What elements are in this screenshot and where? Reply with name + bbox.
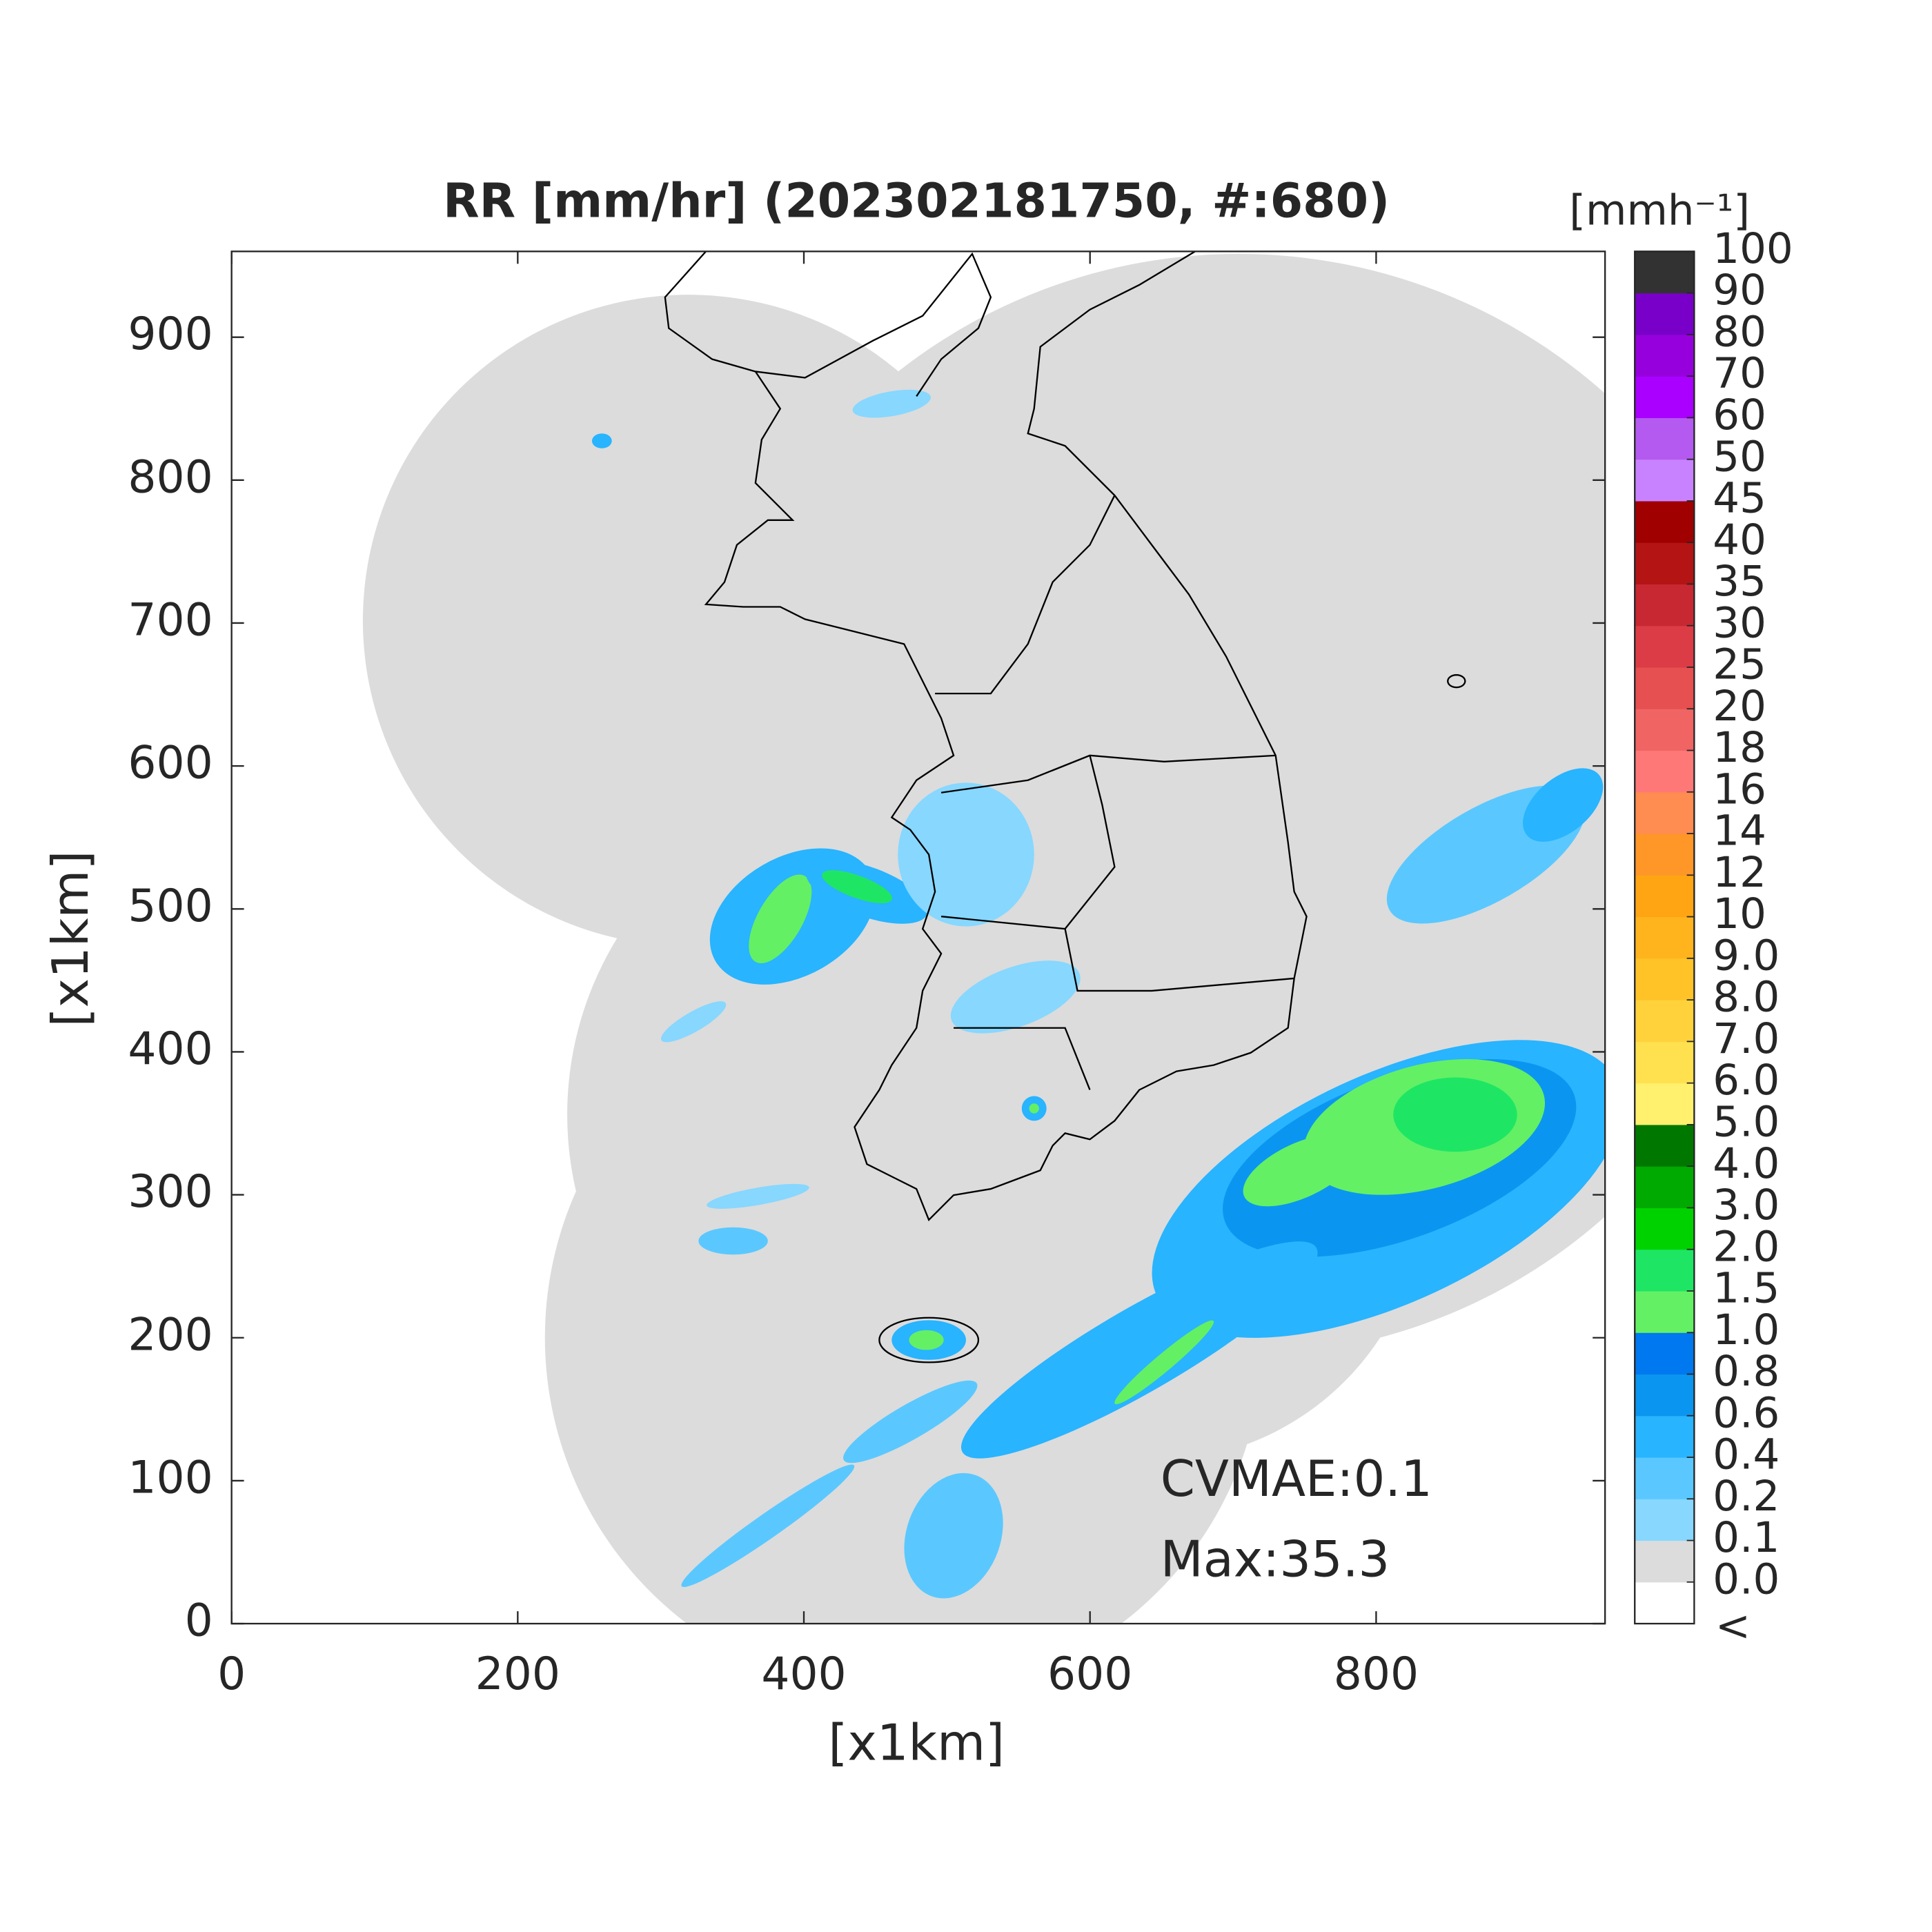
precipitation (591, 389, 1606, 1599)
colorbar-segment (1635, 625, 1695, 668)
colorbar-tick-label: 18 (1713, 723, 1766, 772)
colorbar-tick-label: 1.5 (1713, 1264, 1780, 1313)
y-axis-label: [x1km] (41, 851, 99, 1027)
x-tick-label: 600 (1047, 1648, 1132, 1700)
colorbar-tick-label: 40 (1713, 515, 1766, 564)
colorbar-tick-label: 90 (1713, 266, 1766, 315)
x-tick-label: 400 (761, 1648, 846, 1700)
colorbar-segment (1635, 334, 1695, 377)
colorbar-segment (1635, 542, 1695, 585)
y-tick-label: 500 (128, 880, 213, 932)
colorbar-segment (1635, 875, 1695, 918)
colorbar-segment (1635, 834, 1695, 876)
colorbar-tick-label: 14 (1713, 807, 1766, 856)
colorbar-segment (1635, 1208, 1695, 1250)
colorbar-tick-label: 0.0 (1713, 1555, 1780, 1604)
colorbar-segment (1635, 1041, 1695, 1084)
y-tick-label: 400 (128, 1023, 213, 1075)
colorbar-tick-label: 25 (1713, 640, 1766, 689)
colorbar-tick-label: 12 (1713, 848, 1766, 897)
colorbar-tick-label: 100 (1713, 224, 1793, 273)
y-tick-label: 800 (128, 451, 213, 503)
colorbar-tick-label: 80 (1713, 307, 1766, 356)
colorbar-tick-label: 1.0 (1713, 1305, 1780, 1354)
colorbar-tick-label: 20 (1713, 682, 1766, 731)
colorbar-segment (1635, 791, 1695, 834)
colorbar-segment (1635, 1415, 1695, 1458)
colorbar-tick-label: 10 (1713, 889, 1766, 938)
annotation: CVMAE:0.1 (1161, 1450, 1432, 1508)
colorbar-segment (1635, 750, 1695, 793)
colorbar-segment (1635, 916, 1695, 959)
y-tick-label: 900 (128, 308, 213, 360)
colorbar-tick-label: 0.4 (1713, 1430, 1780, 1479)
colorbar-tick-label: 0.1 (1713, 1513, 1780, 1562)
annotation: Max:35.3 (1161, 1530, 1390, 1588)
colorbar-tick-label: 9.0 (1713, 931, 1780, 980)
colorbar-tick-label: 35 (1713, 557, 1766, 606)
colorbar-segment (1635, 1332, 1695, 1375)
colorbar-segment (1635, 251, 1695, 294)
y-tick-label: 0 (185, 1595, 213, 1647)
colorbar-segment (1635, 417, 1695, 460)
colorbar-segment (1635, 1540, 1695, 1583)
colorbar-segment (1635, 1083, 1695, 1125)
x-tick-label: 800 (1334, 1648, 1419, 1700)
colorbar-segment (1635, 958, 1695, 1000)
colorbar-segment (1635, 376, 1695, 418)
x-tick-label: 200 (475, 1648, 560, 1700)
map-layer (362, 251, 1606, 1624)
colorbar-tick-label: 2.0 (1713, 1222, 1780, 1271)
colorbar-segment (1635, 500, 1695, 543)
y-tick-label: 200 (128, 1309, 213, 1361)
colorbar-tick-label: 6.0 (1713, 1056, 1780, 1105)
plot-frame (230, 250, 1606, 1625)
colorbar-tick-label: 70 (1713, 349, 1766, 398)
colorbar-segment (1635, 459, 1695, 502)
colorbar-segment (1635, 709, 1695, 751)
colorbar-title: [mmh⁻¹] (1569, 186, 1750, 235)
y-tick-label: 600 (128, 738, 213, 789)
colorbar-tick-label: 30 (1713, 598, 1766, 647)
colorbar-tick-label: 50 (1713, 432, 1766, 481)
colorbar-frame (1634, 250, 1695, 1625)
x-tick-label: 0 (217, 1648, 246, 1700)
y-tick-label: 100 (128, 1452, 213, 1504)
colorbar-tick-label: 3.0 (1713, 1181, 1780, 1230)
colorbar-segment (1635, 1374, 1695, 1417)
chart-title: RR [mm/hr] (202302181750, #:680) (443, 175, 1390, 229)
y-tick-label: 700 (128, 595, 213, 647)
colorbar-tick-label: 4.0 (1713, 1139, 1780, 1188)
colorbar-segment (1635, 1000, 1695, 1042)
colorbar-tick-label: < (1715, 1601, 1751, 1650)
colorbar-segment (1635, 293, 1695, 335)
colorbar-segment (1635, 1457, 1695, 1499)
colorbar-tick-label: 8.0 (1713, 973, 1780, 1022)
colorbar-tick-label: 0.8 (1713, 1347, 1780, 1396)
x-axis-label: [x1km] (828, 1713, 1005, 1771)
colorbar-tick-label: 16 (1713, 765, 1766, 814)
colorbar-segment (1635, 1581, 1695, 1624)
colorbar-segment (1635, 1166, 1695, 1208)
colorbar-segment (1635, 1124, 1695, 1167)
colorbar-tick-label: 0.6 (1713, 1388, 1780, 1437)
colorbar-tick-label: 45 (1713, 474, 1766, 523)
colorbar-tick-label: 7.0 (1713, 1014, 1780, 1063)
coastline (664, 251, 1466, 1363)
colorbar-segment (1635, 584, 1695, 627)
colorbar-segment (1635, 1290, 1695, 1333)
colorbar-segment (1635, 1499, 1695, 1541)
colorbar-segment (1635, 667, 1695, 709)
colorbar-tick-label: 0.2 (1713, 1472, 1780, 1521)
colorbar-tick-label: 5.0 (1713, 1098, 1780, 1147)
colorbar-tick-label: 60 (1713, 391, 1766, 440)
y-tick-label: 300 (128, 1166, 213, 1218)
colorbar-segment (1635, 1249, 1695, 1292)
